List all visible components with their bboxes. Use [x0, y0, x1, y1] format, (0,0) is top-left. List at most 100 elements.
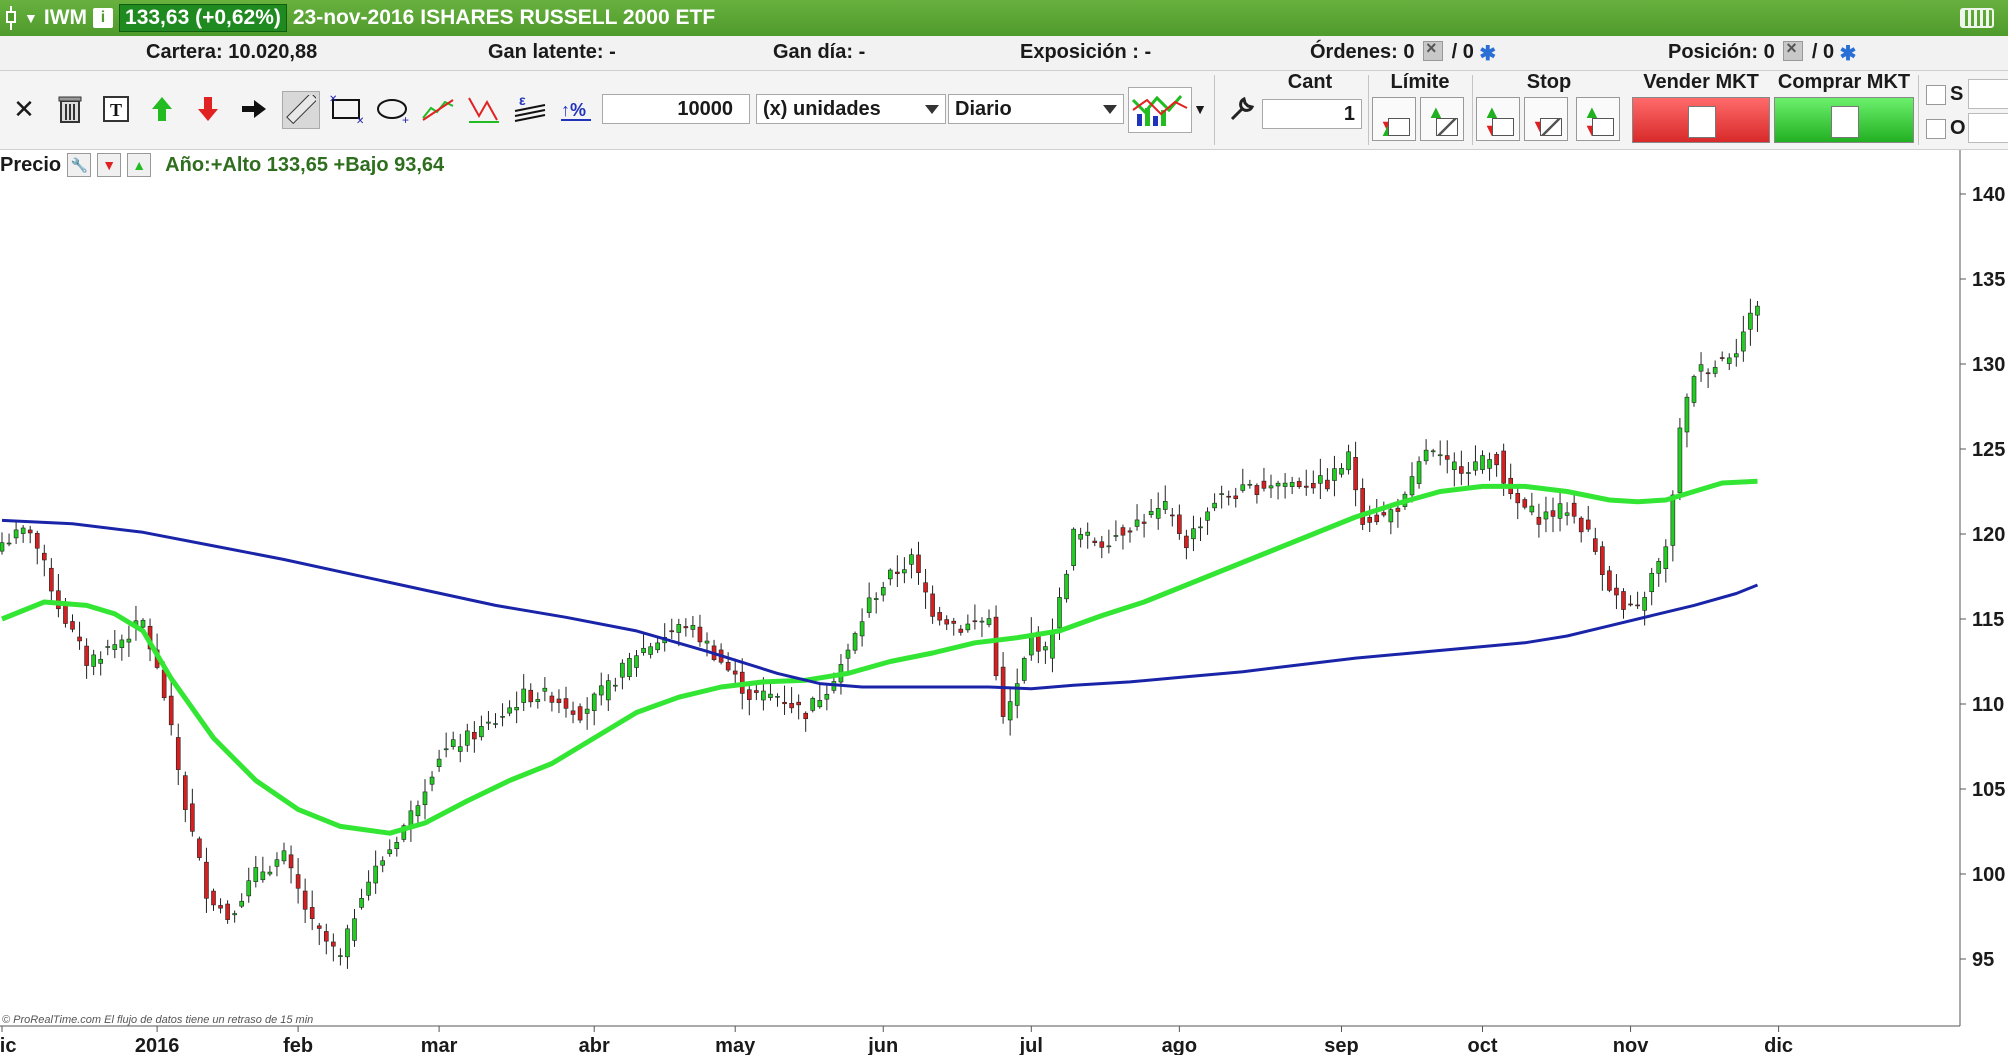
- sell-mkt-button[interactable]: [1632, 97, 1770, 143]
- candle-body: [302, 890, 308, 910]
- ruler-icon[interactable]: [282, 91, 320, 129]
- arrow-down-icon[interactable]: ▼: [97, 153, 122, 177]
- candle-body: [295, 874, 301, 889]
- candle-body: [309, 907, 315, 919]
- candle-body: [535, 699, 541, 702]
- candle-body: [676, 624, 682, 633]
- candle-body: [866, 597, 872, 613]
- ellipse-icon[interactable]: +: [374, 91, 410, 127]
- arrow-up-icon[interactable]: [144, 91, 180, 127]
- trailing-stop-button[interactable]: ▲▼: [1576, 97, 1620, 141]
- candle-body: [627, 658, 632, 677]
- orders-gear-icon[interactable]: ✱: [1479, 43, 1497, 65]
- info-icon[interactable]: i: [93, 8, 114, 28]
- candle-body: [1261, 480, 1267, 489]
- cant-input[interactable]: 1: [1262, 99, 1362, 129]
- candle-body: [190, 803, 195, 832]
- candle-body: [542, 687, 548, 692]
- candle-body: [514, 707, 519, 711]
- buy-limit-button[interactable]: ▼▲: [1372, 97, 1416, 141]
- o-checkbox[interactable]: [1926, 119, 1946, 139]
- candle-body: [359, 898, 364, 908]
- arrow-down-icon[interactable]: [190, 91, 226, 127]
- wrench-icon[interactable]: 🔧: [67, 153, 92, 177]
- candle-body: [345, 928, 350, 958]
- trash-icon[interactable]: [52, 91, 88, 127]
- candle-body: [605, 680, 611, 701]
- candle-body: [77, 636, 82, 642]
- candle-body: [288, 854, 294, 869]
- candle-body: [923, 582, 928, 593]
- candle-body: [1381, 512, 1387, 516]
- dropdown-icon[interactable]: ▼: [24, 10, 38, 26]
- candle-body: [768, 693, 773, 698]
- buy-stop-button[interactable]: ▲▼: [1476, 97, 1520, 141]
- candle-body: [563, 698, 569, 709]
- rectangle-icon[interactable]: ✕ ✕: [328, 91, 364, 127]
- candle-body: [373, 865, 378, 884]
- candle-body: [1557, 503, 1563, 519]
- candlestick-icon[interactable]: [4, 6, 18, 30]
- arrow-up-icon[interactable]: ▲: [127, 153, 152, 177]
- candle-body: [521, 688, 527, 703]
- candle-body: [429, 776, 435, 785]
- quote-date: 23-nov-2016: [292, 6, 415, 29]
- candle-body: [1162, 501, 1168, 510]
- position-gear-icon[interactable]: ✱: [1839, 43, 1857, 65]
- candle-body: [1127, 530, 1133, 533]
- candle-body: [20, 527, 26, 534]
- candle-body: [1430, 450, 1436, 453]
- candle-body: [1346, 451, 1351, 471]
- cancel-orders-icon[interactable]: [1423, 38, 1444, 61]
- o-input[interactable]: [1968, 113, 2008, 143]
- units-select[interactable]: (x) unidades: [756, 94, 946, 124]
- candle-body: [1437, 454, 1443, 457]
- candle-body: [570, 710, 576, 715]
- candle-body: [1578, 517, 1584, 533]
- sell-document-icon: [1688, 106, 1716, 138]
- candle-body: [479, 726, 484, 738]
- candle-body: [1184, 535, 1189, 549]
- text-icon[interactable]: T: [98, 91, 134, 127]
- candle-body: [464, 730, 470, 746]
- candle-body: [161, 669, 167, 698]
- y-tick-label: 105: [1972, 779, 2005, 801]
- y-tick-label: 120: [1972, 524, 2005, 546]
- tools-icon[interactable]: ✕: [13, 93, 35, 124]
- candle-body: [260, 871, 266, 881]
- candle-body: [873, 598, 879, 600]
- candle-body: [1071, 528, 1076, 566]
- candle-body: [1642, 597, 1647, 611]
- s-input[interactable]: [1968, 79, 2008, 109]
- candle-body: [1177, 514, 1182, 534]
- trendline-icon[interactable]: [420, 91, 456, 127]
- sell-stop-button[interactable]: ▼: [1524, 97, 1568, 141]
- wrench-icon[interactable]: [1224, 91, 1260, 127]
- candle-body: [352, 918, 357, 941]
- candle-body: [1078, 533, 1083, 540]
- cartera-value: Cartera: 10.020,88: [146, 41, 318, 63]
- buy-mkt-button[interactable]: [1774, 97, 1914, 143]
- x-tick-label: feb: [283, 1035, 313, 1055]
- fan-icon[interactable]: [466, 91, 502, 127]
- keyboard-icon[interactable]: [1960, 8, 1994, 28]
- indicators-dropdown-icon[interactable]: ▼: [1193, 101, 1207, 117]
- candle-body: [84, 645, 89, 666]
- quantity-input[interactable]: 10000: [602, 94, 750, 124]
- percent-icon[interactable]: ↑%: [558, 91, 594, 127]
- close-position-icon[interactable]: [1783, 38, 1804, 61]
- gan-dia-value: Gan día: -: [773, 41, 866, 63]
- fibonacci-icon[interactable]: ε: [512, 91, 548, 127]
- candle-body: [1444, 455, 1450, 460]
- price-chart[interactable]: 95 100 105 110 115 120 125 130 135 140 dic 2016 feb m…: [0, 150, 2008, 1055]
- indicators-icon[interactable]: [1128, 87, 1192, 133]
- period-select[interactable]: Diario: [948, 94, 1124, 124]
- sell-limit-button[interactable]: ▲: [1420, 97, 1464, 141]
- x-tick-label: may: [715, 1035, 756, 1055]
- s-checkbox[interactable]: [1926, 85, 1946, 105]
- candle-body: [1501, 450, 1506, 484]
- arrow-right-icon[interactable]: [236, 91, 272, 127]
- candle-body: [916, 554, 921, 573]
- candle-body: [810, 698, 816, 711]
- candle-body: [105, 646, 111, 648]
